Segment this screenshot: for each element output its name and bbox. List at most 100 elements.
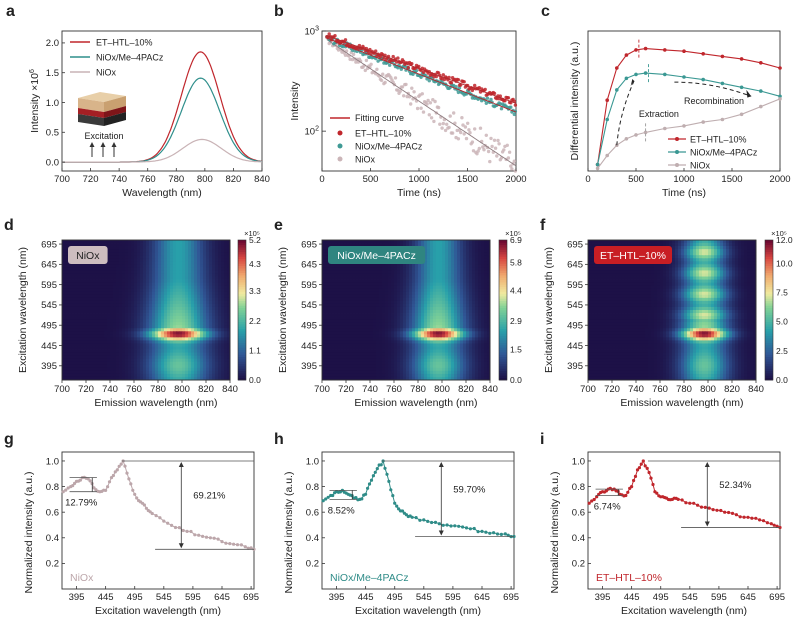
heatmap-cell: [382, 288, 386, 293]
heatmap-cell: [203, 343, 207, 347]
heatmap-cell: [358, 328, 362, 332]
heatmap-cell: [110, 246, 114, 250]
heatmap-cell: [116, 313, 120, 317]
heatmap-cell: [367, 270, 371, 274]
heatmap-cell: [95, 264, 99, 268]
heatmap-cell: [424, 300, 428, 305]
heatmap-cell: [200, 370, 204, 375]
heatmap-cell: [439, 310, 443, 314]
heatmap-cell: [119, 276, 123, 280]
heatmap-cell: [221, 258, 225, 262]
heatmap-cell: [373, 297, 377, 302]
heatmap-cell: [134, 303, 138, 308]
heatmap-cell: [343, 319, 347, 323]
heatmap-cell: [95, 270, 99, 274]
heatmap-cell: [472, 258, 476, 262]
heatmap-cell: [370, 313, 374, 317]
heatmap-cell: [448, 303, 452, 308]
heatmap-cell: [448, 252, 452, 256]
panel-b-fit-0: [326, 35, 517, 104]
heatmap-cell: [128, 291, 132, 296]
panel-c-legend-dot: [675, 150, 679, 154]
heatmap-cell: [143, 313, 147, 317]
panel-b-point: [434, 74, 438, 79]
heatmap-cell: [179, 261, 183, 265]
heatmap-cell: [442, 270, 446, 274]
heatmap-cell: [424, 264, 428, 268]
heatmap-cell: [469, 294, 473, 299]
heatmap-cell: [331, 300, 335, 305]
heatmap-cell: [104, 328, 108, 332]
heatmap-cell: [212, 243, 216, 247]
heatmap-cell: [104, 243, 108, 247]
heatmap-cell: [92, 297, 96, 302]
heatmap-cell: [149, 367, 153, 372]
heatmap-cell: [200, 340, 204, 344]
heatmap-cell: [122, 267, 126, 271]
heatmap-cell: [445, 279, 449, 284]
heatmap-cell: [349, 306, 353, 311]
heatmap-cell: [128, 306, 132, 311]
heatmap-cell: [328, 303, 332, 308]
heatmap-cell: [173, 285, 177, 290]
heatmap-cell: [451, 246, 455, 250]
heatmap-cell: [68, 294, 72, 299]
heatmap-cell: [128, 258, 132, 262]
heatmap-cell: [221, 249, 225, 253]
heatmap-cell: [146, 291, 150, 296]
heatmap-cell: [439, 282, 443, 287]
heatmap-cell: [149, 373, 153, 378]
heatmap-cell: [379, 310, 383, 314]
heatmap-cell: [125, 282, 129, 287]
heatmap-cell: [155, 246, 159, 250]
heatmap-cell: [92, 288, 96, 293]
heatmap-cell: [406, 273, 410, 277]
heatmap-cell: [71, 297, 75, 302]
heatmap-cell: [95, 349, 99, 354]
heatmap-cell: [110, 355, 114, 360]
heatmap-cell: [436, 252, 440, 256]
heatmap-cell: [89, 328, 93, 332]
panel-b-point: [425, 102, 429, 106]
heatmap-cell: [382, 325, 386, 329]
heatmap-cell: [188, 258, 192, 262]
heatmap-cell: [451, 310, 455, 314]
heatmap-cell: [367, 313, 371, 317]
heatmap-cell: [418, 313, 422, 317]
heatmap-cell: [77, 319, 81, 323]
heatmap-cell: [358, 291, 362, 296]
heatmap-cell: [466, 288, 470, 293]
heatmap-cell: [227, 376, 231, 381]
heatmap-cell: [203, 294, 207, 299]
heatmap-cell: [182, 246, 186, 250]
heatmap-cell: [158, 240, 162, 244]
heatmap-cell: [373, 319, 377, 323]
heatmap-cell: [224, 343, 228, 347]
panel-d-xtick-label: 840: [222, 384, 238, 395]
heatmap-cell: [65, 319, 69, 323]
heatmap-cell: [116, 243, 120, 247]
heatmap-cell: [95, 285, 99, 290]
heatmap-cell: [224, 303, 228, 308]
heatmap-cell: [322, 240, 326, 244]
panel-b-legend-swatch: [337, 156, 343, 162]
heatmap-cell: [71, 267, 75, 271]
heatmap-cell: [98, 352, 102, 357]
heatmap-cell: [119, 249, 123, 253]
heatmap-cell: [454, 270, 458, 274]
heatmap-cell: [224, 282, 228, 287]
heatmap-cell: [331, 294, 335, 299]
heatmap-cell: [113, 331, 117, 335]
heatmap-cell: [376, 319, 380, 323]
heatmap-cell: [86, 376, 90, 381]
heatmap-cell: [74, 297, 78, 302]
heatmap-cell: [481, 264, 485, 268]
heatmap-cell: [185, 319, 189, 323]
heatmap-cell: [215, 361, 219, 366]
heatmap-cell: [382, 276, 386, 280]
heatmap-cell: [191, 349, 195, 354]
heatmap-cell: [203, 334, 207, 338]
colorbar-cell: [238, 366, 246, 369]
heatmap-cell: [209, 270, 213, 274]
heatmap-cell: [472, 243, 476, 247]
